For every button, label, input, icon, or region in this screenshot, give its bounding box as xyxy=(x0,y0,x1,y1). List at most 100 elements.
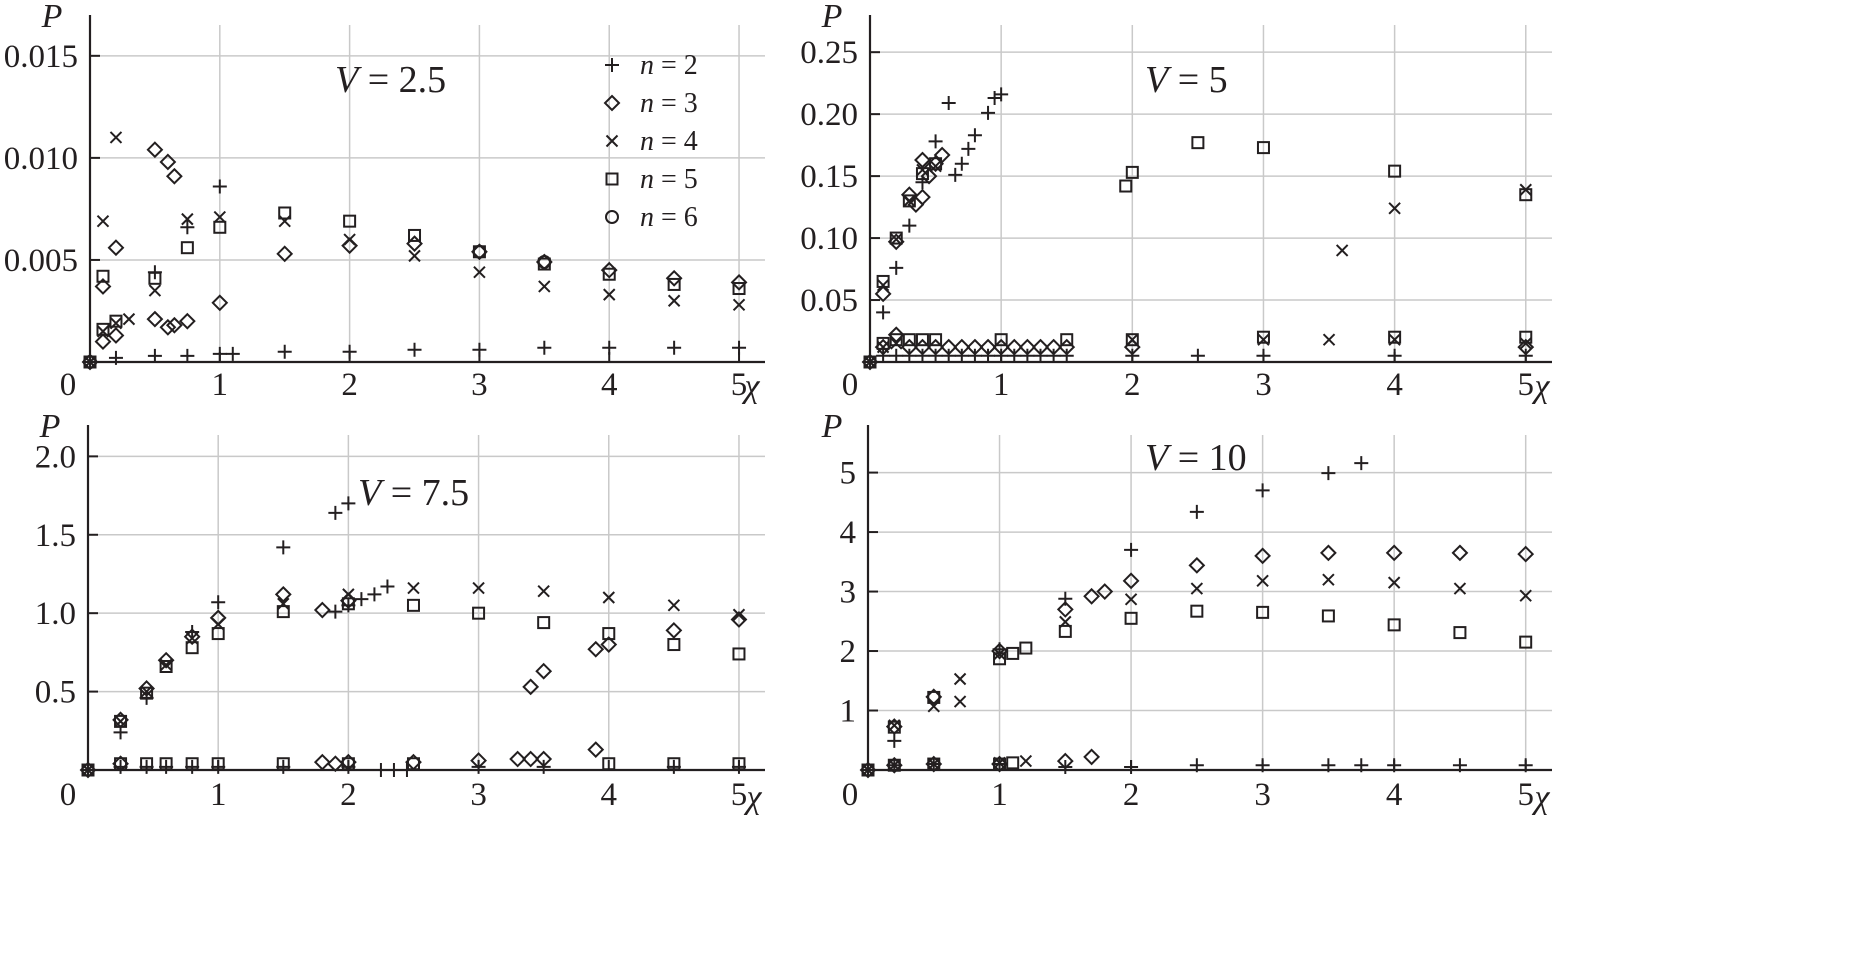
data-point xyxy=(213,210,227,224)
data-point xyxy=(81,763,95,777)
data-point xyxy=(1124,611,1138,625)
legend-cross-icon xyxy=(605,134,619,148)
data-point xyxy=(940,338,958,356)
series-n2 xyxy=(81,496,746,777)
data-point xyxy=(1451,544,1469,562)
series-n5 xyxy=(81,597,746,777)
data-point xyxy=(602,267,616,281)
data-point xyxy=(927,757,940,771)
series-n3 xyxy=(859,544,1535,779)
data-point xyxy=(537,340,552,355)
data-point xyxy=(407,342,422,357)
data-point xyxy=(278,206,292,220)
data-point xyxy=(181,212,194,226)
data-point xyxy=(600,636,618,653)
data-point xyxy=(107,239,125,257)
data-point xyxy=(386,763,401,777)
data-point xyxy=(278,214,291,228)
data-point xyxy=(165,316,183,334)
data-point xyxy=(994,348,1009,363)
data-point xyxy=(903,194,916,208)
data-point xyxy=(1032,338,1049,356)
data-point xyxy=(966,338,984,356)
data-point xyxy=(1322,573,1335,586)
data-point xyxy=(1122,572,1140,590)
y-axis-label: P xyxy=(39,408,61,445)
data-point xyxy=(211,627,225,641)
data-point xyxy=(96,322,110,336)
data-point xyxy=(1033,348,1048,363)
data-point xyxy=(981,105,996,120)
data-point xyxy=(147,348,162,363)
data-point xyxy=(108,350,123,365)
origin-label: 0 xyxy=(60,367,77,403)
data-point xyxy=(994,87,1009,102)
data-point xyxy=(1256,348,1271,363)
y-tick-label: 0.15 xyxy=(800,159,858,195)
data-point xyxy=(927,690,941,704)
series-n5 xyxy=(861,604,1533,777)
data-point xyxy=(354,592,369,607)
data-point xyxy=(876,305,891,320)
y-tick-label: 3 xyxy=(840,575,857,611)
data-point xyxy=(1005,338,1023,356)
data-point xyxy=(730,611,748,628)
data-point xyxy=(994,333,1008,347)
data-point xyxy=(522,678,540,696)
data-point xyxy=(1125,348,1140,363)
x-tick-label: 4 xyxy=(601,777,618,813)
data-point xyxy=(537,616,551,630)
data-point xyxy=(342,344,357,359)
data-point xyxy=(953,695,967,708)
data-point xyxy=(211,294,229,312)
data-point xyxy=(902,218,917,233)
x-tick-label: 1 xyxy=(991,777,1008,813)
data-point xyxy=(1096,583,1114,600)
data-point xyxy=(1387,758,1402,773)
series-n3 xyxy=(861,146,1535,371)
data-point xyxy=(861,763,875,777)
data-point xyxy=(1354,758,1369,773)
y-tick-label: 0.5 xyxy=(35,675,76,711)
data-point xyxy=(159,757,173,771)
data-point xyxy=(890,337,903,350)
data-point xyxy=(313,753,331,771)
data-point xyxy=(535,750,553,768)
data-point xyxy=(889,348,904,363)
data-point xyxy=(159,153,177,171)
y-tick-label: 0.05 xyxy=(800,283,858,319)
data-point xyxy=(887,758,901,772)
data-point xyxy=(929,333,943,347)
panel-v-10: 1 2 3 4 5 1 2 3 4 5 0 Pχ V = 10 xyxy=(821,408,1552,816)
x-tick-label: 3 xyxy=(1254,777,1271,813)
data-point xyxy=(587,741,605,759)
x-tick-label: 2 xyxy=(341,367,358,403)
data-point xyxy=(732,647,746,661)
legend-diamond-icon xyxy=(603,94,621,112)
legend-plus-icon xyxy=(605,58,619,72)
data-point xyxy=(1045,338,1063,356)
data-point xyxy=(114,714,128,728)
data-point xyxy=(107,327,125,344)
data-point xyxy=(380,579,395,594)
data-point xyxy=(887,326,905,344)
data-point xyxy=(1019,754,1033,768)
data-point xyxy=(408,249,421,263)
data-point xyxy=(861,763,875,777)
data-point xyxy=(602,757,616,771)
data-point xyxy=(1255,758,1270,773)
data-point xyxy=(993,652,1007,666)
data-point xyxy=(1388,330,1402,344)
legend-label: n = 5 xyxy=(640,164,698,195)
data-point xyxy=(140,686,154,700)
data-point xyxy=(732,340,747,355)
data-point xyxy=(522,750,540,768)
series-n5 xyxy=(863,136,1533,369)
data-point xyxy=(587,640,605,658)
data-point xyxy=(929,157,943,171)
data-point xyxy=(535,662,553,680)
series-n2 xyxy=(83,179,747,369)
origin-label: 0 xyxy=(60,777,77,813)
data-point xyxy=(732,282,746,296)
data-point xyxy=(876,340,890,354)
